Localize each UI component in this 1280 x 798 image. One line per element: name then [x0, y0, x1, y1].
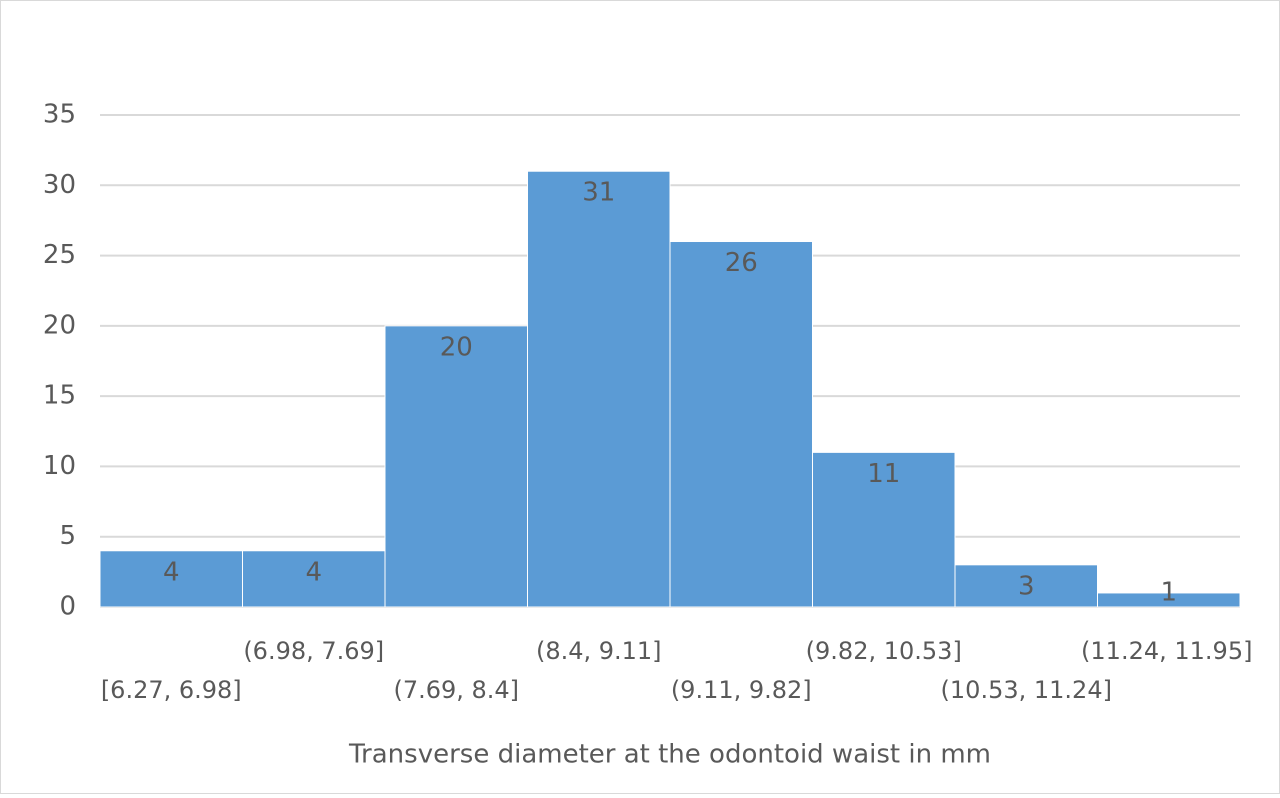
x-tick-label: (11.24, 11.95] — [1081, 637, 1252, 665]
y-tick-label: 25 — [43, 240, 76, 270]
x-tick-label: [6.27, 6.98] — [101, 676, 242, 704]
data-label: 4 — [305, 557, 322, 587]
data-label: 20 — [440, 332, 473, 362]
bar — [954, 564, 1098, 608]
x-tick-label: (8.4, 9.11] — [536, 637, 662, 665]
bar — [527, 170, 671, 608]
y-tick-label: 35 — [43, 100, 76, 130]
y-tick-label: 10 — [43, 451, 76, 481]
x-axis-title: Transverse diameter at the odontoid wais… — [348, 740, 991, 770]
y-tick-label: 30 — [43, 170, 76, 200]
x-tick-label: (10.53, 11.24] — [941, 676, 1112, 704]
bar — [812, 451, 956, 608]
y-tick-label: 0 — [59, 592, 76, 622]
x-tick-label: (9.82, 10.53] — [806, 637, 962, 665]
bar — [99, 550, 243, 608]
data-label: 26 — [725, 248, 758, 278]
y-tick-label: 20 — [43, 310, 76, 340]
x-tick-label: (9.11, 9.82] — [671, 676, 812, 704]
data-label: 1 — [1160, 578, 1177, 608]
bar — [669, 241, 813, 608]
y-tick-label: 5 — [59, 521, 76, 551]
data-label: 11 — [867, 459, 900, 489]
bar — [1097, 592, 1241, 608]
x-tick-label: (6.98, 7.69] — [243, 637, 384, 665]
x-tick-label: (7.69, 8.4] — [393, 676, 519, 704]
y-tick-label: 15 — [43, 381, 76, 411]
bar — [384, 325, 528, 608]
data-label: 4 — [163, 557, 180, 587]
data-label: 31 — [582, 178, 615, 208]
data-label: 3 — [1018, 571, 1035, 601]
